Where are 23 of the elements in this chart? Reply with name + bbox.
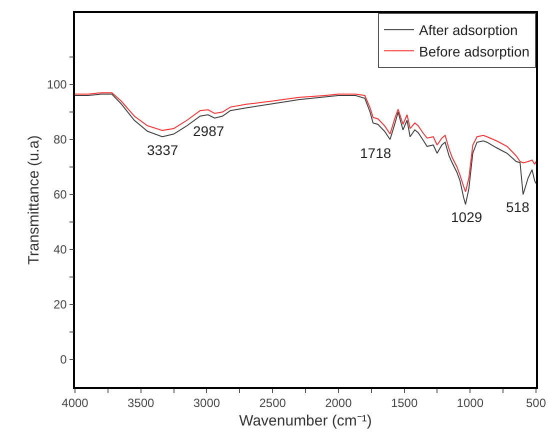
y-tick-label: 20 xyxy=(53,298,68,312)
x-tick-label: 500 xyxy=(526,396,546,410)
y-tick-label: 40 xyxy=(53,242,68,257)
y-tick-label: 100 xyxy=(46,78,68,92)
y-tick-label: 0 xyxy=(60,352,68,367)
legend-label: After adsorption xyxy=(419,22,518,38)
legend-label: Before adsorption xyxy=(419,43,530,60)
annotation: 3337 xyxy=(147,142,178,158)
annotation: 2987 xyxy=(193,123,224,139)
x-tick-label: 3000 xyxy=(193,396,220,410)
annotation: 1718 xyxy=(360,145,392,161)
annotation: 1029 xyxy=(451,209,482,225)
y-tick-label: 60 xyxy=(53,188,68,202)
y-axis-title: Transmittance (u.a) xyxy=(26,135,43,265)
y-tick-label: 80 xyxy=(53,132,68,147)
x-tick-label: 4000 xyxy=(62,396,89,410)
x-tick-label: 2000 xyxy=(325,396,352,410)
annotation: 518 xyxy=(506,199,530,215)
x-tick-label: 3500 xyxy=(128,396,155,410)
x-tick-label: 2500 xyxy=(259,396,286,410)
x-tick-label: 1500 xyxy=(390,396,418,410)
x-tick-label: 1000 xyxy=(456,396,484,410)
x-axis-title: Wavenumber (cm⁻¹) xyxy=(239,412,372,430)
